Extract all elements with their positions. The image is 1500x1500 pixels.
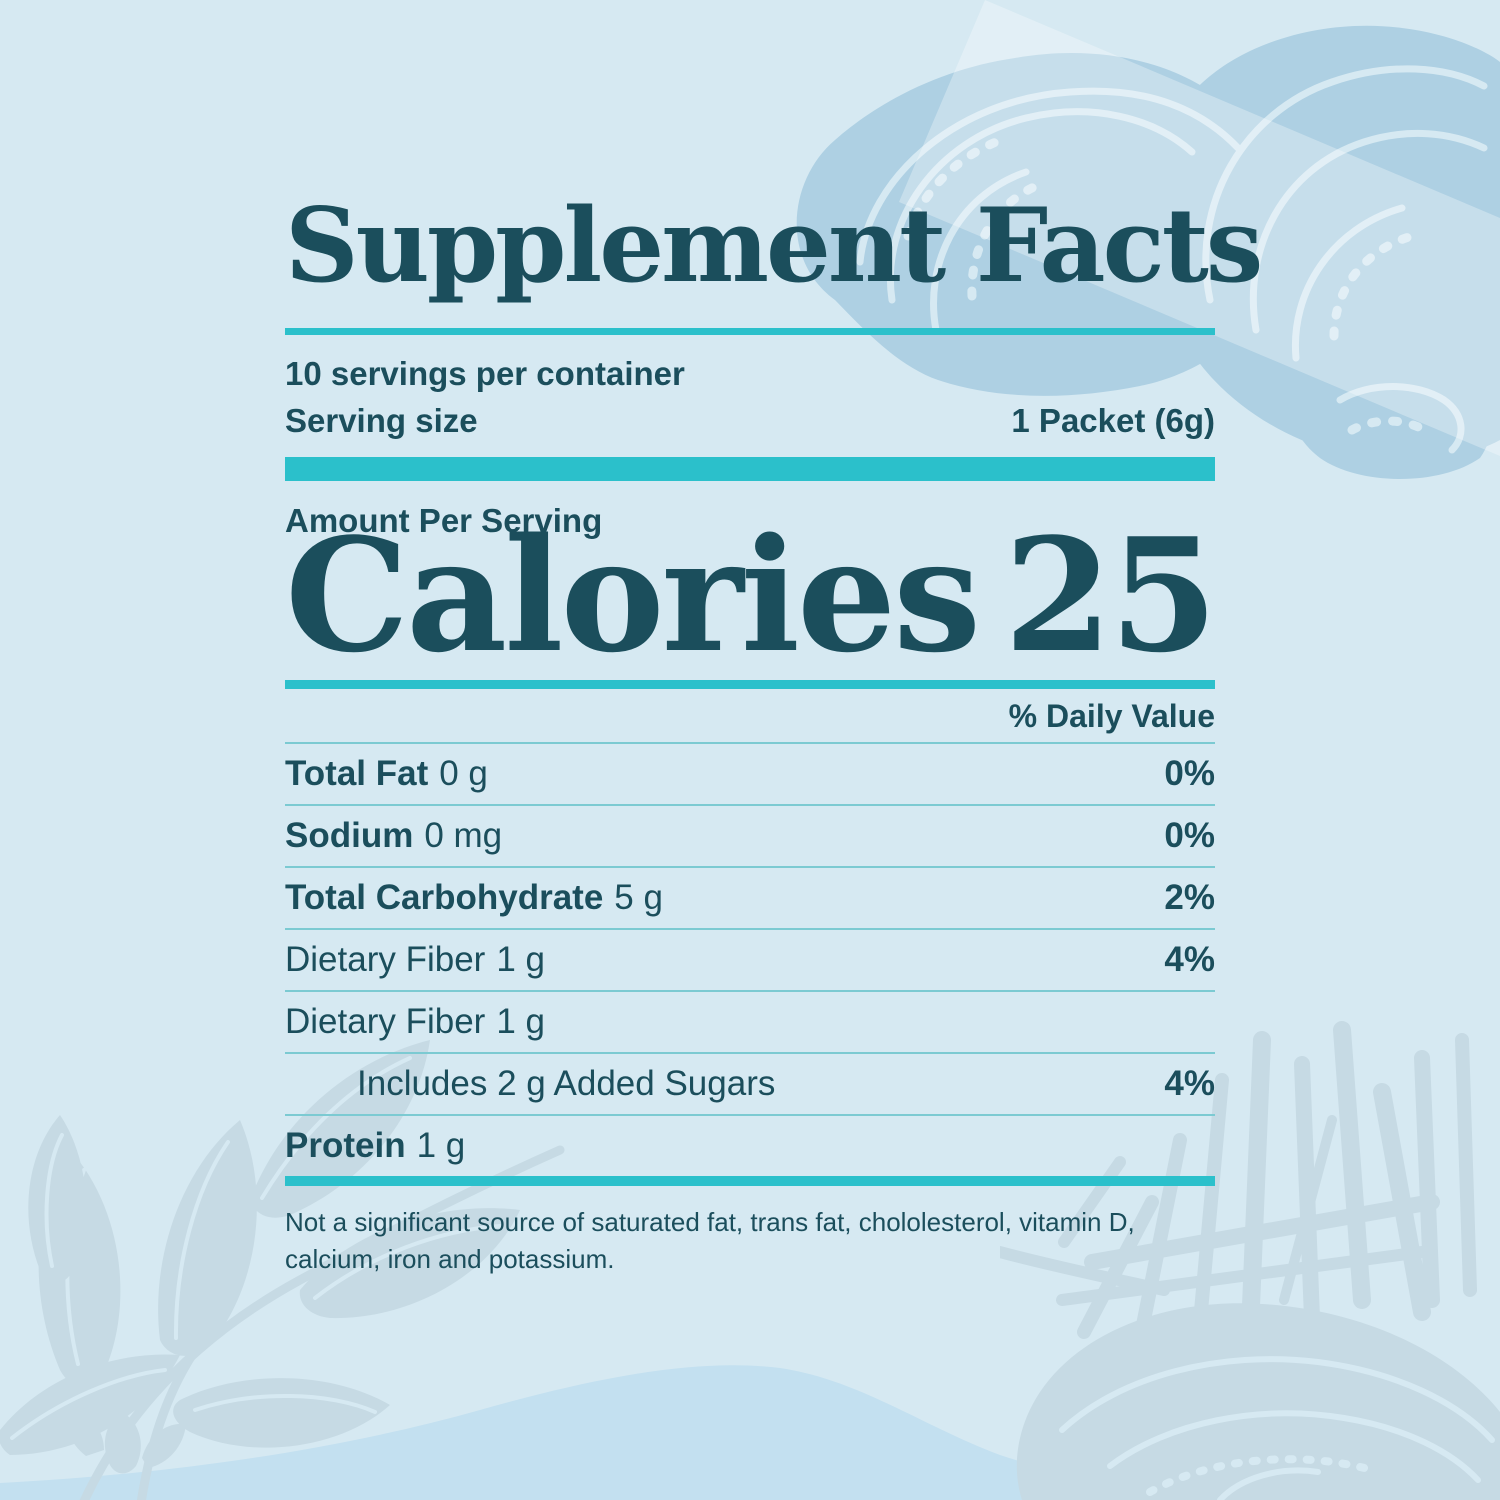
nutrient-amount: 1 g [496, 940, 545, 980]
flower-cluster [66, 1408, 186, 1474]
serving-size-value: 1 Packet (6g) [1011, 402, 1215, 440]
servings-per-container: 10 servings per container [285, 355, 685, 393]
nutrient-daily-value: 2% [1164, 878, 1215, 918]
daily-value-header: % Daily Value [1008, 698, 1215, 735]
nutrient-name: Dietary Fiber [285, 940, 486, 980]
footnote: Not a significant source of saturated fa… [285, 1207, 1135, 1275]
title-rule [285, 328, 1215, 336]
nutrient-row: Includes 2 g Added Sugars 4% [285, 1052, 1215, 1114]
nutrient-name: Total Carbohydrate [285, 878, 604, 918]
nutrient-row: Dietary Fiber 1 g [285, 990, 1215, 1052]
serving-size-label: Serving size [285, 402, 478, 440]
calories-label: Calories [285, 504, 981, 688]
nutrient-name: Total Fat [285, 754, 429, 794]
bottom-divider-bar [285, 1176, 1215, 1187]
nutrient-daily-value: 0% [1164, 754, 1215, 794]
nutrient-rows: Total Fat 0 g 0% Sodium 0 mg 0% Total Ca… [285, 742, 1215, 1176]
nutrient-name: Protein [285, 1126, 406, 1166]
nutrient-amount: 1 g [496, 1002, 545, 1042]
nutrient-daily-value: 0% [1164, 816, 1215, 856]
wave-shape [0, 1365, 1500, 1500]
nutrient-row: Dietary Fiber 1 g 4% [285, 928, 1215, 990]
nutrient-amount: 1 g [416, 1126, 466, 1166]
supplement-facts-title: Supplement Facts [285, 186, 1263, 306]
calories-row: Calories 25 [285, 504, 1218, 688]
nutrient-amount: 5 g [614, 878, 663, 918]
nutrient-row: Protein 1 g [285, 1114, 1215, 1176]
nutrient-amount: 0 g [439, 754, 488, 794]
nutrient-row: Total Fat 0 g 0% [285, 742, 1215, 804]
nutrient-row: Sodium 0 mg 0% [285, 804, 1215, 866]
calories-divider-bar [285, 680, 1215, 690]
nutrient-daily-value: 4% [1164, 1064, 1215, 1104]
amount-per-serving-label: Amount Per Serving [285, 502, 603, 540]
nutrient-name: Dietary Fiber [285, 1002, 486, 1042]
nutrient-daily-value: 4% [1164, 940, 1215, 980]
supplement-facts-panel: Supplement Facts 10 servings per contain… [285, 0, 1263, 1278]
nutrient-row: Total Carbohydrate 5 g 2% [285, 866, 1215, 928]
nutrient-name: Sodium [285, 816, 414, 856]
section-divider-bar [285, 457, 1215, 482]
calories-value: 25 [1003, 504, 1218, 688]
nutrient-name: Includes 2 g Added Sugars [357, 1064, 776, 1104]
serving-size-row: Serving size 1 Packet (6g) [285, 402, 1215, 440]
nutrient-amount: 0 mg [424, 816, 503, 856]
